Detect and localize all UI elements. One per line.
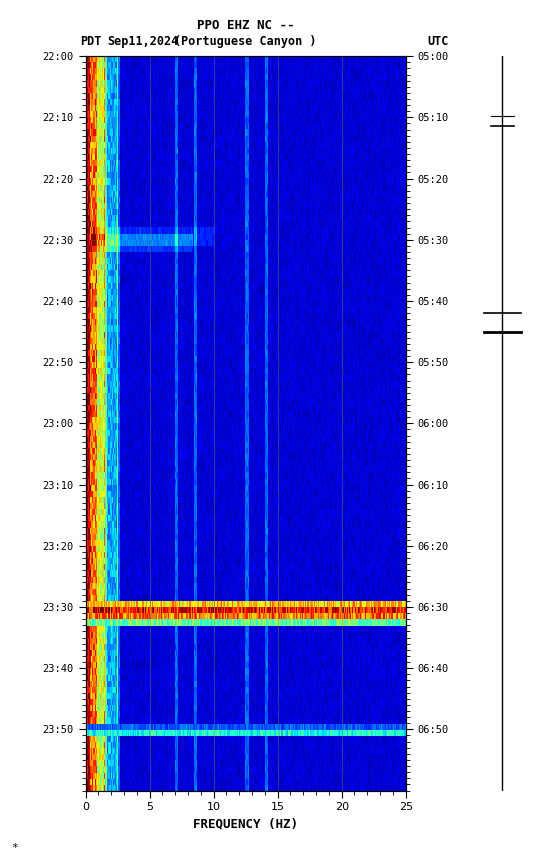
Text: Sep11,2024: Sep11,2024	[108, 35, 179, 48]
Text: PDT: PDT	[80, 35, 102, 48]
Text: (Portuguese Canyon ): (Portuguese Canyon )	[174, 35, 317, 48]
Text: UTC: UTC	[428, 35, 449, 48]
Text: PPO EHZ NC --: PPO EHZ NC --	[197, 19, 294, 33]
X-axis label: FREQUENCY (HZ): FREQUENCY (HZ)	[193, 818, 298, 831]
Text: *: *	[11, 843, 18, 854]
